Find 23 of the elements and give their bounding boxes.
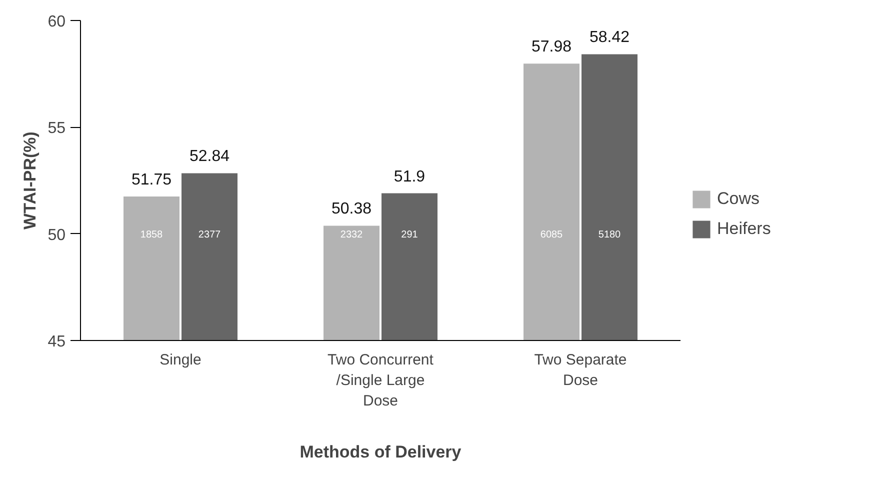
data-label: 50.38 (331, 200, 372, 218)
x-tick-label: Two Separate Dose (534, 352, 627, 389)
annotation: 291 (401, 229, 418, 240)
legend-label: Cows (717, 189, 760, 209)
y-tick-label: 45 (48, 334, 66, 350)
legend-label: Heifers (717, 219, 771, 239)
annotation: 2377 (198, 229, 222, 240)
data-label: 51.75 (131, 172, 172, 188)
y-tick-label: 55 (48, 120, 66, 138)
y-tick-label: 60 (48, 14, 66, 30)
data-label: 52.84 (189, 148, 230, 166)
x-tick-label: Two Concurrent/Single Large Dose (328, 352, 434, 410)
data-label: 58.42 (589, 29, 630, 46)
x-axis-title: Methods of Delivery (300, 442, 462, 462)
y-axis-title: WTAI-PR(%) (20, 132, 40, 230)
x-tick-label: Single (160, 352, 202, 368)
data-label: 57.98 (531, 38, 572, 56)
annotation: 5180 (598, 229, 622, 240)
y-tick-label: 50 (48, 226, 66, 244)
annotation: 1858 (140, 229, 164, 240)
annotation: 2332 (340, 229, 364, 240)
annotation: 6085 (540, 229, 564, 240)
data-label: 51.9 (394, 168, 426, 186)
